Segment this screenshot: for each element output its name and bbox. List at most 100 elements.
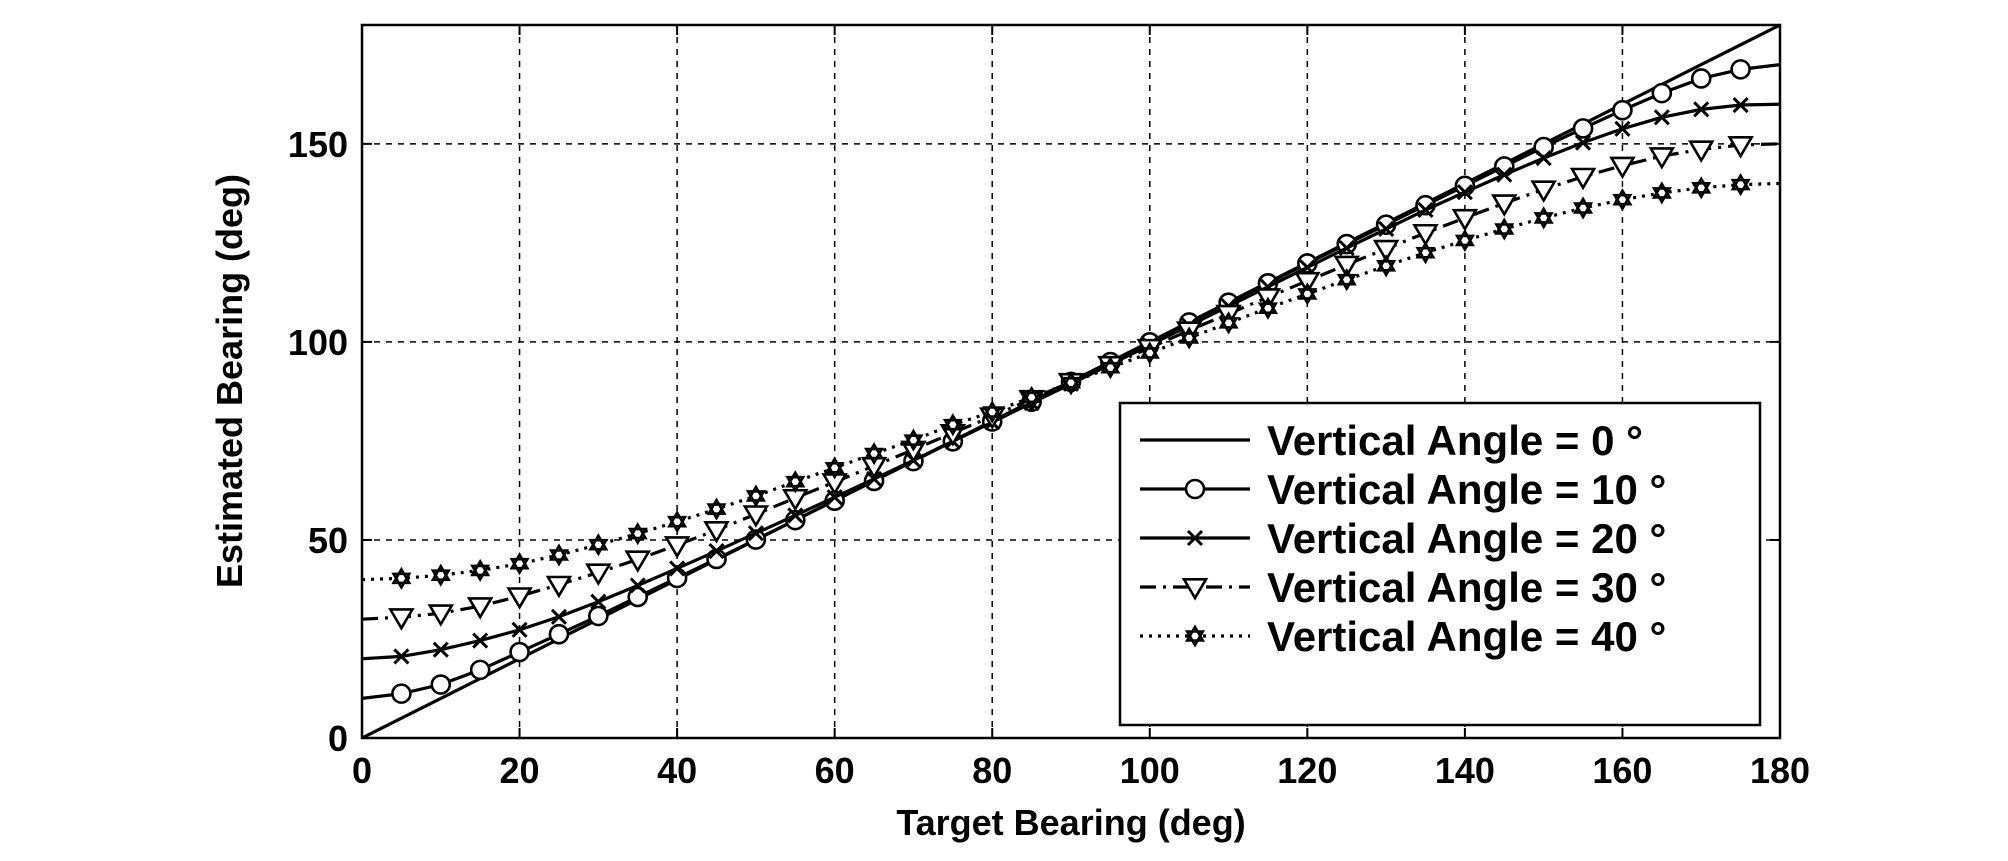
legend-marker	[1186, 529, 1204, 547]
legend-item: Vertical Angle = 20 °	[1140, 515, 1666, 562]
data-point	[1297, 282, 1318, 306]
data-point	[1100, 356, 1121, 380]
data-point	[1648, 147, 1676, 170]
data-point	[1730, 59, 1751, 80]
legend-box	[1118, 401, 1762, 727]
data-point	[472, 632, 489, 649]
data-point	[1376, 254, 1397, 278]
data-point	[1021, 385, 1042, 409]
data-point	[506, 587, 533, 610]
data-point	[1496, 166, 1513, 183]
legend: Vertical Angle = 0 °Vertical Angle = 10 …	[1118, 401, 1762, 727]
x-axis-label: Target Bearing (deg)	[896, 802, 1245, 843]
x-tick-label: 80	[972, 750, 1012, 791]
legend-label: Vertical Angle = 40 °	[1267, 613, 1666, 660]
x-tick-label: 60	[815, 750, 855, 791]
data-point	[1573, 196, 1594, 220]
axis-ticks: 0 20 40 60 80 100 120 140 160 180 0 50 100 150	[288, 25, 1810, 791]
data-point	[1491, 194, 1518, 217]
data-point	[1727, 136, 1754, 159]
data-point	[466, 597, 494, 620]
data-point	[470, 558, 491, 583]
data-point	[1454, 228, 1475, 253]
x-tick-label: 120	[1277, 750, 1337, 791]
y-tick-label: 0	[328, 718, 348, 759]
data-point	[427, 604, 455, 627]
data-point	[1378, 220, 1395, 238]
data-point	[1572, 118, 1594, 139]
data-point	[388, 608, 415, 631]
data-point	[1690, 68, 1712, 89]
data-point	[1333, 255, 1360, 279]
data-point	[393, 648, 410, 665]
data-point	[1218, 311, 1239, 335]
data-point	[1060, 371, 1082, 395]
legend-label: Vertical Angle = 20 °	[1267, 515, 1666, 562]
data-point	[1732, 96, 1749, 114]
x-tick-label: 0	[352, 750, 372, 791]
data-point	[391, 566, 412, 590]
legend-item: Vertical Angle = 0 °	[1140, 417, 1643, 464]
x-tick-label: 180	[1750, 750, 1810, 791]
data-point	[550, 608, 568, 625]
data-point	[629, 577, 646, 594]
legend-marker	[1181, 578, 1209, 601]
data-point	[1533, 206, 1554, 230]
data-point	[548, 543, 569, 567]
x-tick-label: 160	[1592, 750, 1652, 791]
x-tick-label: 140	[1435, 750, 1495, 791]
data-point	[1693, 101, 1710, 118]
data-point	[1574, 134, 1592, 151]
data-point	[747, 525, 764, 542]
series-group	[361, 23, 1781, 740]
data-point	[1530, 180, 1557, 203]
data-point	[1614, 120, 1631, 137]
data-point	[1730, 173, 1751, 197]
data-point	[430, 563, 451, 587]
data-point	[1609, 156, 1636, 180]
legend-label: Vertical Angle = 0 °	[1267, 417, 1643, 464]
data-point	[509, 552, 530, 576]
data-point	[1139, 341, 1160, 365]
data-point	[1612, 99, 1633, 121]
data-point	[706, 497, 727, 521]
legend-label: Vertical Angle = 10 °	[1267, 466, 1666, 513]
legend-marker	[1184, 478, 1206, 500]
data-point	[1651, 181, 1672, 205]
data-point	[391, 683, 412, 704]
data-point	[624, 550, 651, 573]
data-point	[509, 641, 530, 663]
data-point	[588, 605, 609, 627]
data-point	[627, 586, 649, 608]
data-point	[1338, 239, 1355, 257]
legend-items: Vertical Angle = 0 °Vertical Angle = 10 …	[1140, 417, 1666, 660]
x-tick-label: 100	[1120, 750, 1180, 791]
data-point	[1415, 241, 1436, 265]
data-point	[703, 521, 730, 544]
y-axis-label: Estimated Bearing (deg)	[209, 174, 250, 588]
data-point	[785, 470, 806, 494]
data-point	[548, 623, 570, 645]
data-point	[787, 507, 804, 524]
data-point	[588, 533, 609, 557]
series-4	[361, 173, 1781, 590]
legend-item: Vertical Angle = 30 °	[1140, 564, 1666, 611]
x-tick-label: 20	[500, 750, 540, 791]
data-point	[1451, 208, 1479, 232]
data-point	[864, 441, 885, 466]
legend-label: Vertical Angle = 30 °	[1267, 564, 1666, 611]
data-point	[1612, 188, 1633, 212]
data-point	[585, 563, 612, 586]
data-point	[708, 542, 725, 560]
data-point	[1691, 176, 1712, 200]
data-point	[903, 428, 924, 452]
y-tick-label: 100	[288, 322, 348, 363]
legend-item: Vertical Angle = 10 °	[1140, 466, 1666, 513]
data-point	[511, 621, 528, 638]
data-point	[590, 593, 607, 610]
data-point	[1456, 184, 1473, 201]
data-point	[1535, 150, 1552, 167]
data-point	[745, 484, 766, 508]
x-tick-label: 40	[657, 750, 697, 791]
